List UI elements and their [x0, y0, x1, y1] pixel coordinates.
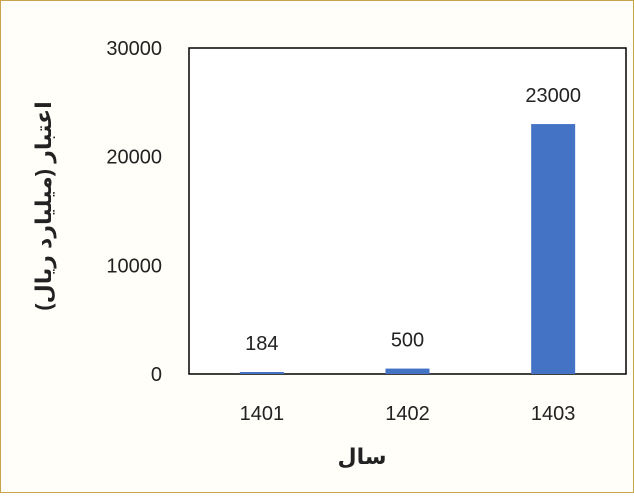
bar-1403: [531, 124, 576, 374]
y-axis-title: اعتبار (میلیارد ریال): [31, 101, 56, 310]
y-tick-label-20000: 20000: [106, 147, 162, 169]
x-tick-label-1402: 1402: [385, 403, 430, 425]
x-tick-label-1401: 1401: [240, 403, 285, 425]
y-tick-label-0: 0: [151, 364, 162, 386]
data-label-1401: 184: [245, 333, 278, 355]
bar-1401: [239, 372, 284, 374]
data-label-1403: 23000: [525, 85, 581, 107]
y-tick-label-30000: 30000: [106, 38, 162, 60]
bar-1402: [385, 368, 430, 374]
x-axis-title: سال: [338, 444, 387, 469]
data-label-1402: 500: [391, 330, 424, 352]
ticks-layer: 1401 1402 1403 0 10000 20000 30000: [106, 38, 575, 425]
bars-layer: 184 500 23000: [239, 85, 581, 374]
x-tick-label-1403: 1403: [531, 403, 576, 425]
y-tick-label-10000: 10000: [106, 255, 162, 277]
